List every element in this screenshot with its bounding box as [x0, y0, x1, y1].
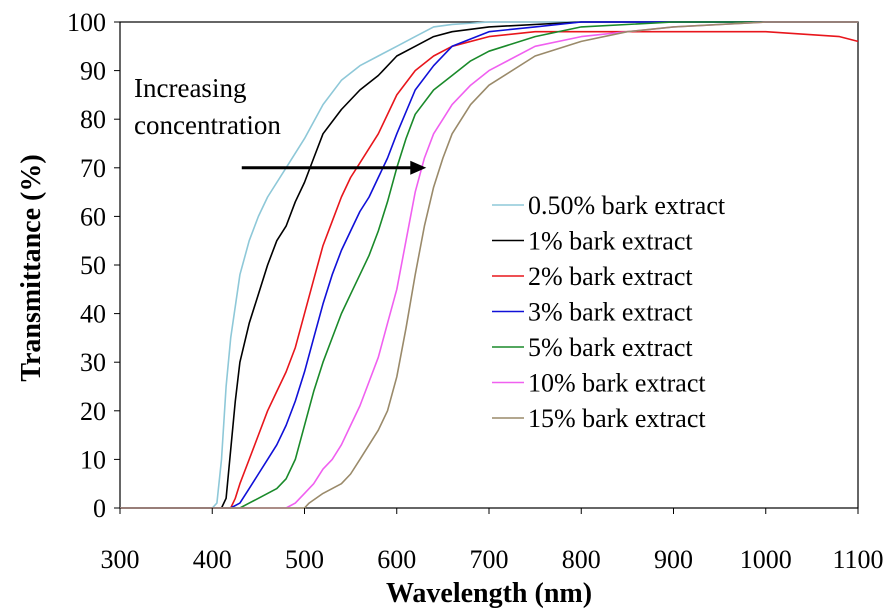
- series-line-6: [120, 21, 858, 509]
- y-tick-label: 70: [80, 154, 106, 183]
- x-tick-label: 1100: [832, 545, 883, 574]
- legend-label: 15% bark extract: [528, 404, 706, 433]
- y-tick-label: 80: [80, 105, 106, 134]
- series-line-1: [120, 21, 858, 509]
- y-tick-label: 30: [80, 348, 106, 377]
- y-axis-title: Transmittance (%): [16, 154, 47, 381]
- legend-label: 1% bark extract: [528, 227, 693, 256]
- x-tick-label: 900: [654, 545, 693, 574]
- legend-label: 2% bark extract: [528, 262, 693, 291]
- y-tick-label: 10: [80, 445, 106, 474]
- series-line-3: [120, 30, 859, 509]
- y-tick-label: 60: [80, 202, 106, 231]
- x-tick-label: 600: [377, 545, 416, 574]
- annotation-line-1: Increasing: [134, 73, 246, 103]
- series-line-4: [120, 21, 858, 509]
- x-axis-title: Wavelength (nm): [386, 578, 592, 609]
- series-line-2: [120, 21, 858, 509]
- x-tick-label: 700: [470, 545, 509, 574]
- y-tick-label: 50: [80, 251, 106, 280]
- legend: 0.50% bark extract 1% bark extract 2% bark…: [492, 191, 726, 433]
- series-line-7: [120, 21, 858, 509]
- y-tick-label: 40: [80, 300, 106, 329]
- y-tick-label: 20: [80, 397, 106, 426]
- y-axis-ticks: 0 10 20 30 40 50 60 70 80 90 100: [67, 8, 120, 523]
- x-tick-label: 500: [285, 545, 324, 574]
- x-axis-ticks: 300 400 500 600 700 800 900 1000 1100: [101, 508, 884, 574]
- x-tick-label: 400: [193, 545, 232, 574]
- x-tick-label: 1000: [740, 545, 792, 574]
- y-tick-label: 0: [93, 494, 106, 523]
- legend-label: 0.50% bark extract: [528, 191, 726, 220]
- legend-label: 3% bark extract: [528, 298, 693, 327]
- legend-label: 5% bark extract: [528, 333, 693, 362]
- annotation-line-2: concentration: [134, 110, 281, 140]
- series-line-5: [120, 21, 858, 509]
- annotation-arrow: [241, 160, 427, 175]
- y-tick-label: 100: [67, 8, 106, 37]
- arrow-head: [410, 160, 427, 175]
- series-layer: [120, 21, 859, 509]
- x-tick-label: 800: [562, 545, 601, 574]
- y-tick-label: 90: [80, 57, 106, 86]
- x-tick-label: 300: [101, 545, 140, 574]
- concentration-annotation: Increasing concentration: [134, 73, 281, 140]
- legend-label: 10% bark extract: [528, 369, 706, 398]
